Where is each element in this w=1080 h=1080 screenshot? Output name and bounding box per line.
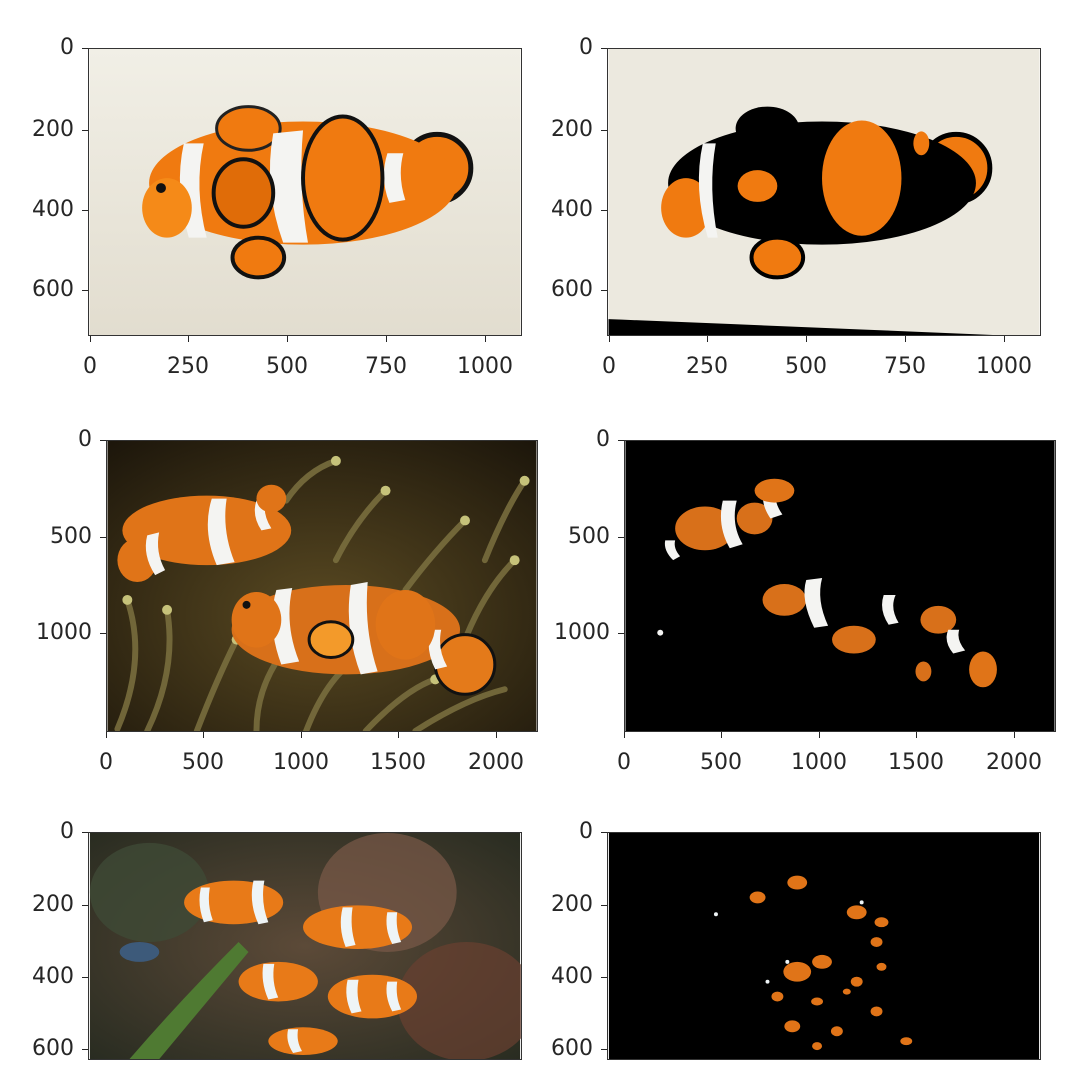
x-tick-label: 1000 — [273, 750, 329, 775]
image-frame — [624, 440, 1056, 732]
y-tick-label: 0 — [579, 35, 593, 60]
x-tick-label: 750 — [365, 354, 407, 379]
x-tick-label: 2000 — [468, 750, 524, 775]
x-tick-label: 0 — [83, 354, 97, 379]
y-tick-label: 400 — [32, 964, 74, 989]
clownfish-pair-anemone-original-image — [107, 441, 537, 731]
image-frame — [88, 832, 522, 1060]
x-tick-label: 1500 — [888, 750, 944, 775]
y-tick-label: 0 — [596, 427, 610, 452]
x-tick-label: 250 — [686, 354, 728, 379]
x-tick-label: 2000 — [986, 750, 1042, 775]
y-tick-label: 400 — [551, 197, 593, 222]
x-tick-label: 1000 — [791, 750, 847, 775]
x-tick-label: 750 — [884, 354, 926, 379]
image-frame — [88, 48, 522, 336]
y-tick-label: 0 — [579, 819, 593, 844]
x-tick-label: 0 — [602, 354, 616, 379]
x-tick-label: 500 — [700, 750, 742, 775]
x-tick-label: 500 — [785, 354, 827, 379]
x-tick-label: 1000 — [976, 354, 1032, 379]
y-tick-label: 600 — [32, 277, 74, 302]
clownfish-single-masked-image — [608, 49, 1040, 335]
x-tick-label: 1500 — [370, 750, 426, 775]
clownfish-single-original-image — [89, 49, 521, 335]
y-tick-label: 200 — [551, 117, 593, 142]
x-tick-label: 0 — [617, 750, 631, 775]
y-tick-label: 200 — [551, 892, 593, 917]
y-tick-label: 600 — [551, 1036, 593, 1061]
x-tick-label: 250 — [167, 354, 209, 379]
clownfish-group-reef-masked-image — [608, 833, 1040, 1059]
y-tick-label: 1000 — [36, 620, 92, 645]
y-tick-label: 0 — [60, 819, 74, 844]
x-tick-label: 500 — [182, 750, 224, 775]
y-tick-label: 0 — [60, 35, 74, 60]
y-tick-label: 500 — [50, 524, 92, 549]
clownfish-group-reef-original-image — [89, 833, 521, 1059]
y-tick-label: 400 — [551, 964, 593, 989]
y-tick-label: 600 — [551, 277, 593, 302]
y-tick-label: 200 — [32, 892, 74, 917]
image-frame — [607, 48, 1041, 336]
clownfish-pair-anemone-masked-image — [625, 441, 1055, 731]
y-tick-label: 500 — [568, 524, 610, 549]
image-frame — [607, 832, 1041, 1060]
x-tick-label: 500 — [266, 354, 308, 379]
y-tick-label: 400 — [32, 197, 74, 222]
y-tick-label: 600 — [32, 1036, 74, 1061]
image-frame — [106, 440, 538, 732]
y-tick-label: 1000 — [554, 620, 610, 645]
y-tick-label: 200 — [32, 117, 74, 142]
x-tick-label: 0 — [99, 750, 113, 775]
x-tick-label: 1000 — [457, 354, 513, 379]
fish-group — [184, 880, 418, 1056]
y-tick-label: 0 — [78, 427, 92, 452]
